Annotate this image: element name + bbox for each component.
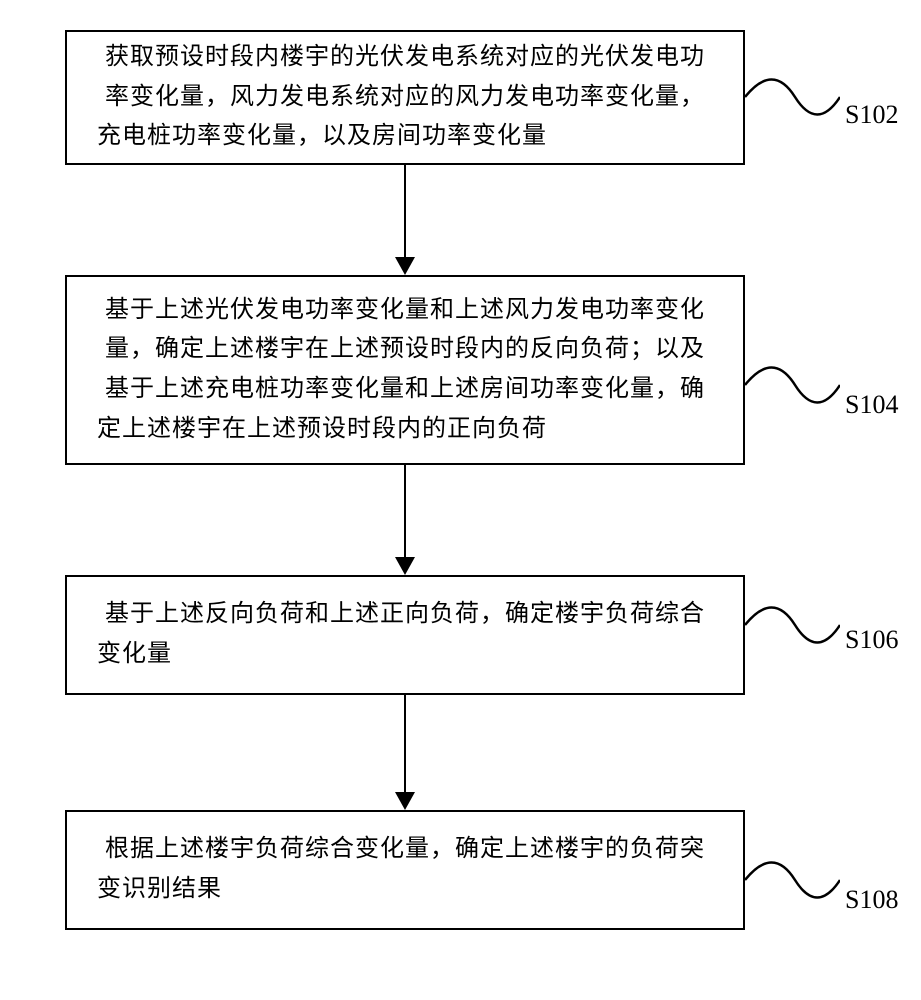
flowchart-container: 获取预设时段内楼宇的光伏发电系统对应的光伏发电功率变化量，风力发电系统对应的风力… <box>0 0 921 1000</box>
arrow-3-4 <box>65 695 745 810</box>
flow-node-1: 获取预设时段内楼宇的光伏发电系统对应的光伏发电功率变化量，风力发电系统对应的风力… <box>65 30 745 165</box>
connector-2 <box>745 360 840 410</box>
flow-node-4-text: 根据上述楼宇负荷综合变化量，确定上述楼宇的负荷突变识别结果 <box>97 830 713 909</box>
step-label-2: S104 <box>845 390 898 420</box>
flow-node-4: 根据上述楼宇负荷综合变化量，确定上述楼宇的负荷突变识别结果 <box>65 810 745 930</box>
connector-4 <box>745 855 840 905</box>
flow-node-3-text: 基于上述反向负荷和上述正向负荷，确定楼宇负荷综合变化量 <box>97 595 713 674</box>
arrow-1-2 <box>65 165 745 275</box>
step-label-3: S106 <box>845 625 898 655</box>
flow-node-2-text: 基于上述光伏发电功率变化量和上述风力发电功率变化量，确定上述楼宇在上述预设时段内… <box>97 291 713 449</box>
flow-node-1-text: 获取预设时段内楼宇的光伏发电系统对应的光伏发电功率变化量，风力发电系统对应的风力… <box>97 38 713 157</box>
flow-node-3: 基于上述反向负荷和上述正向负荷，确定楼宇负荷综合变化量 <box>65 575 745 695</box>
step-label-4: S108 <box>845 885 898 915</box>
connector-3 <box>745 600 840 650</box>
arrow-2-3 <box>65 465 745 575</box>
step-label-1: S102 <box>845 100 898 130</box>
connector-1 <box>745 72 840 122</box>
flow-node-2: 基于上述光伏发电功率变化量和上述风力发电功率变化量，确定上述楼宇在上述预设时段内… <box>65 275 745 465</box>
